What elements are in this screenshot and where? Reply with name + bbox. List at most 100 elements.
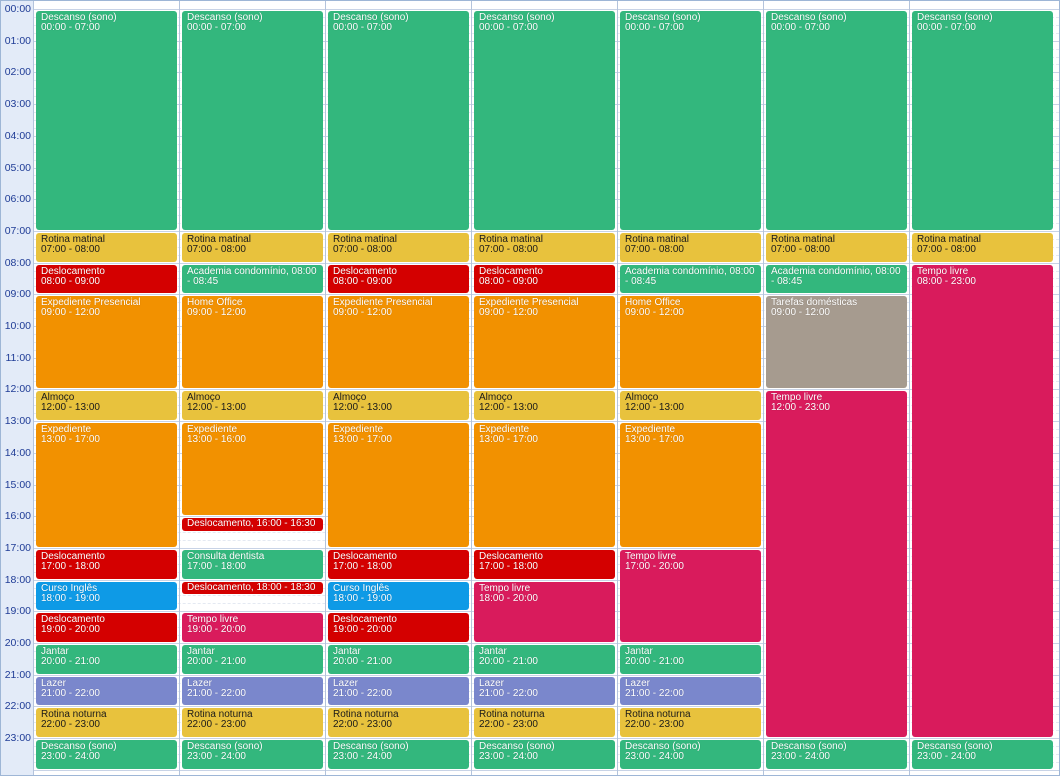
event-time: 13:00 - 17:00 (625, 434, 684, 445)
calendar-event[interactable]: Rotina noturna 22:00 - 23:00 (474, 708, 615, 737)
calendar-event[interactable]: Lazer 21:00 - 22:00 (328, 677, 469, 705)
calendar-event[interactable]: Lazer 21:00 - 22:00 (182, 677, 323, 705)
calendar-event[interactable]: Jantar 20:00 - 21:00 (620, 645, 761, 674)
calendar-event[interactable]: Deslocamento 17:00 - 18:00 (36, 550, 177, 579)
calendar-event[interactable]: Descanso (sono) 23:00 - 24:00 (912, 740, 1053, 769)
calendar-event[interactable]: Expediente Presencial 09:00 - 12:00 (328, 296, 469, 388)
calendar-event[interactable]: Deslocamento 19:00 - 20:00 (328, 613, 469, 642)
event-title: Rotina noturna (41, 709, 107, 720)
calendar-event[interactable]: Expediente 13:00 - 17:00 (328, 423, 469, 547)
calendar-event[interactable]: Academia condomínio, 08:00 - 08:45 (766, 265, 907, 293)
hour-label: 05:00 (4, 162, 31, 174)
calendar-event[interactable]: Descanso (sono) 00:00 - 07:00 (474, 11, 615, 230)
calendar-event[interactable]: Deslocamento 08:00 - 09:00 (36, 265, 177, 293)
calendar-event[interactable]: Expediente 13:00 - 17:00 (36, 423, 177, 547)
calendar-event[interactable]: Jantar 20:00 - 21:00 (328, 645, 469, 674)
event-time: 00:00 - 07:00 (479, 22, 538, 33)
calendar-event[interactable]: Consulta dentista 17:00 - 18:00 (182, 550, 323, 579)
event-time: 07:00 - 08:00 (625, 244, 684, 255)
calendar-event[interactable]: Rotina matinal 07:00 - 08:00 (474, 233, 615, 262)
calendar-event[interactable]: Deslocamento 08:00 - 09:00 (328, 265, 469, 293)
day-column[interactable] (325, 1, 471, 775)
calendar-event[interactable]: Descanso (sono) 23:00 - 24:00 (474, 740, 615, 769)
calendar-event[interactable]: Rotina matinal 07:00 - 08:00 (328, 233, 469, 262)
hour-gridline (33, 389, 1059, 390)
calendar-event[interactable]: Curso Inglês 18:00 - 19:00 (36, 582, 177, 610)
event-time: 23:00 - 24:00 (479, 751, 538, 762)
calendar-event[interactable]: Rotina matinal 07:00 - 08:00 (912, 233, 1053, 262)
calendar-event[interactable]: Deslocamento, 16:00 - 16:30 (182, 518, 323, 531)
calendar-event[interactable]: Tempo livre 08:00 - 23:00 (912, 265, 1053, 737)
calendar-event[interactable]: Deslocamento 08:00 - 09:00 (474, 265, 615, 293)
calendar-event[interactable]: Descanso (sono) 00:00 - 07:00 (36, 11, 177, 230)
calendar-event[interactable]: Jantar 20:00 - 21:00 (474, 645, 615, 674)
event-title: Descanso (sono) (333, 12, 409, 23)
day-column[interactable] (471, 1, 617, 775)
calendar-event[interactable]: Academia condomínio, 08:00 - 08:45 (182, 265, 323, 293)
calendar-event[interactable]: Expediente 13:00 - 17:00 (620, 423, 761, 547)
calendar-event[interactable]: Home Office 09:00 - 12:00 (620, 296, 761, 388)
calendar-event[interactable]: Almoço 12:00 - 13:00 (328, 391, 469, 420)
calendar-event[interactable]: Deslocamento 17:00 - 18:00 (474, 550, 615, 579)
calendar-event[interactable]: Descanso (sono) 00:00 - 07:00 (328, 11, 469, 230)
calendar-event[interactable]: Descanso (sono) 00:00 - 07:00 (620, 11, 761, 230)
calendar-event[interactable]: Rotina noturna 22:00 - 23:00 (328, 708, 469, 737)
hour-gridline (33, 580, 1059, 581)
day-column[interactable] (33, 1, 179, 775)
calendar-event[interactable]: Lazer 21:00 - 22:00 (474, 677, 615, 705)
hour-gridline (33, 643, 1059, 644)
calendar-event[interactable]: Rotina noturna 22:00 - 23:00 (620, 708, 761, 737)
calendar-event[interactable]: Rotina noturna 22:00 - 23:00 (182, 708, 323, 737)
event-title: Lazer (479, 678, 505, 689)
event-title: Rotina matinal (187, 234, 251, 245)
hour-label: 16:00 (4, 510, 31, 522)
calendar-event[interactable]: Deslocamento, 18:00 - 18:30 (182, 582, 323, 594)
calendar-event[interactable]: Lazer 21:00 - 22:00 (620, 677, 761, 705)
day-column[interactable] (909, 1, 1055, 775)
calendar-event[interactable]: Expediente Presencial 09:00 - 12:00 (474, 296, 615, 388)
day-column[interactable] (763, 1, 909, 775)
calendar-event[interactable]: Home Office 09:00 - 12:00 (182, 296, 323, 388)
calendar-event[interactable]: Lazer 21:00 - 22:00 (36, 677, 177, 705)
calendar-event[interactable]: Descanso (sono) 23:00 - 24:00 (766, 740, 907, 769)
calendar-event[interactable]: Almoço 12:00 - 13:00 (620, 391, 761, 420)
calendar-event[interactable]: Tempo livre 18:00 - 20:00 (474, 582, 615, 642)
calendar-event[interactable]: Tempo livre 17:00 - 20:00 (620, 550, 761, 642)
calendar-event[interactable]: Descanso (sono) 23:00 - 24:00 (182, 740, 323, 769)
event-title: Expediente (187, 424, 238, 435)
calendar-event[interactable]: Expediente Presencial 09:00 - 12:00 (36, 296, 177, 388)
calendar-event[interactable]: Rotina matinal 07:00 - 08:00 (766, 233, 907, 262)
calendar-event[interactable]: Rotina matinal 07:00 - 08:00 (620, 233, 761, 262)
calendar-event[interactable]: Descanso (sono) 00:00 - 07:00 (182, 11, 323, 230)
calendar-event[interactable]: Almoço 12:00 - 13:00 (182, 391, 323, 420)
calendar-event[interactable]: Expediente 13:00 - 16:00 (182, 423, 323, 515)
calendar-event[interactable]: Curso Inglês 18:00 - 19:00 (328, 582, 469, 610)
calendar-event[interactable]: Descanso (sono) 23:00 - 24:00 (36, 740, 177, 769)
calendar-event[interactable]: Almoço 12:00 - 13:00 (36, 391, 177, 420)
event-title: Expediente (333, 424, 384, 435)
calendar-event[interactable]: Descanso (sono) 23:00 - 24:00 (620, 740, 761, 769)
calendar-event[interactable]: Deslocamento 19:00 - 20:00 (36, 613, 177, 642)
day-column[interactable] (179, 1, 325, 775)
calendar-event[interactable]: Jantar 20:00 - 21:00 (36, 645, 177, 674)
calendar-event[interactable]: Rotina matinal 07:00 - 08:00 (36, 233, 177, 262)
day-column[interactable] (617, 1, 763, 775)
calendar-event[interactable]: Descanso (sono) 00:00 - 07:00 (766, 11, 907, 230)
calendar-event[interactable]: Almoço 12:00 - 13:00 (474, 391, 615, 420)
calendar-event[interactable]: Deslocamento 17:00 - 18:00 (328, 550, 469, 579)
event-time: 19:00 - 20:00 (41, 624, 100, 635)
event-title: Tempo livre (625, 551, 677, 562)
calendar-event[interactable]: Tempo livre 19:00 - 20:00 (182, 613, 323, 642)
hour-gridline (33, 770, 1059, 771)
calendar-event[interactable]: Descanso (sono) 00:00 - 07:00 (912, 11, 1053, 230)
calendar-event[interactable]: Descanso (sono) 23:00 - 24:00 (328, 740, 469, 769)
calendar-event[interactable]: Tarefas domésticas 09:00 - 12:00 (766, 296, 907, 388)
event-title: Rotina noturna (625, 709, 691, 720)
calendar-event[interactable]: Jantar 20:00 - 21:00 (182, 645, 323, 674)
calendar-event[interactable]: Academia condomínio, 08:00 - 08:45 (620, 265, 761, 293)
calendar-event[interactable]: Rotina noturna 22:00 - 23:00 (36, 708, 177, 737)
calendar-event[interactable]: Rotina matinal 07:00 - 08:00 (182, 233, 323, 262)
calendar-event[interactable]: Expediente 13:00 - 17:00 (474, 423, 615, 547)
calendar-event[interactable]: Tempo livre 12:00 - 23:00 (766, 391, 907, 737)
event-title: Expediente Presencial (333, 297, 433, 308)
